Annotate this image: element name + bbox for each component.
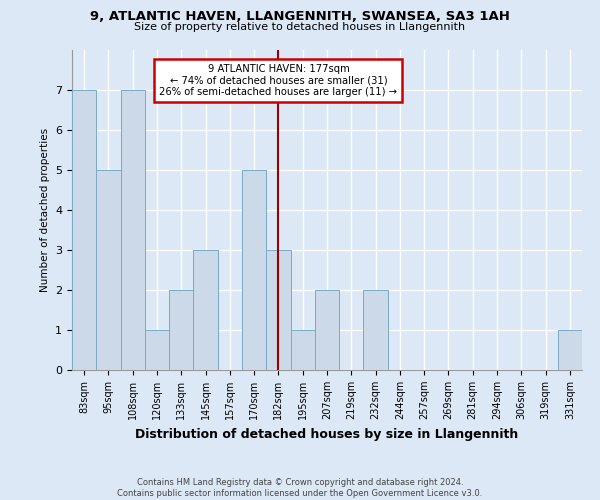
- X-axis label: Distribution of detached houses by size in Llangennith: Distribution of detached houses by size …: [136, 428, 518, 440]
- Text: Contains HM Land Registry data © Crown copyright and database right 2024.
Contai: Contains HM Land Registry data © Crown c…: [118, 478, 482, 498]
- Text: 9, ATLANTIC HAVEN, LLANGENNITH, SWANSEA, SA3 1AH: 9, ATLANTIC HAVEN, LLANGENNITH, SWANSEA,…: [90, 10, 510, 23]
- Bar: [266, 250, 290, 370]
- Bar: [290, 330, 315, 370]
- Bar: [558, 330, 582, 370]
- Text: Size of property relative to detached houses in Llangennith: Size of property relative to detached ho…: [134, 22, 466, 32]
- Bar: [315, 290, 339, 370]
- Bar: [193, 250, 218, 370]
- Bar: [145, 330, 169, 370]
- Text: 9 ATLANTIC HAVEN: 177sqm
← 74% of detached houses are smaller (31)
26% of semi-d: 9 ATLANTIC HAVEN: 177sqm ← 74% of detach…: [160, 64, 397, 97]
- Bar: [121, 90, 145, 370]
- Y-axis label: Number of detached properties: Number of detached properties: [40, 128, 50, 292]
- Bar: [169, 290, 193, 370]
- Bar: [364, 290, 388, 370]
- Bar: [242, 170, 266, 370]
- Bar: [72, 90, 96, 370]
- Bar: [96, 170, 121, 370]
